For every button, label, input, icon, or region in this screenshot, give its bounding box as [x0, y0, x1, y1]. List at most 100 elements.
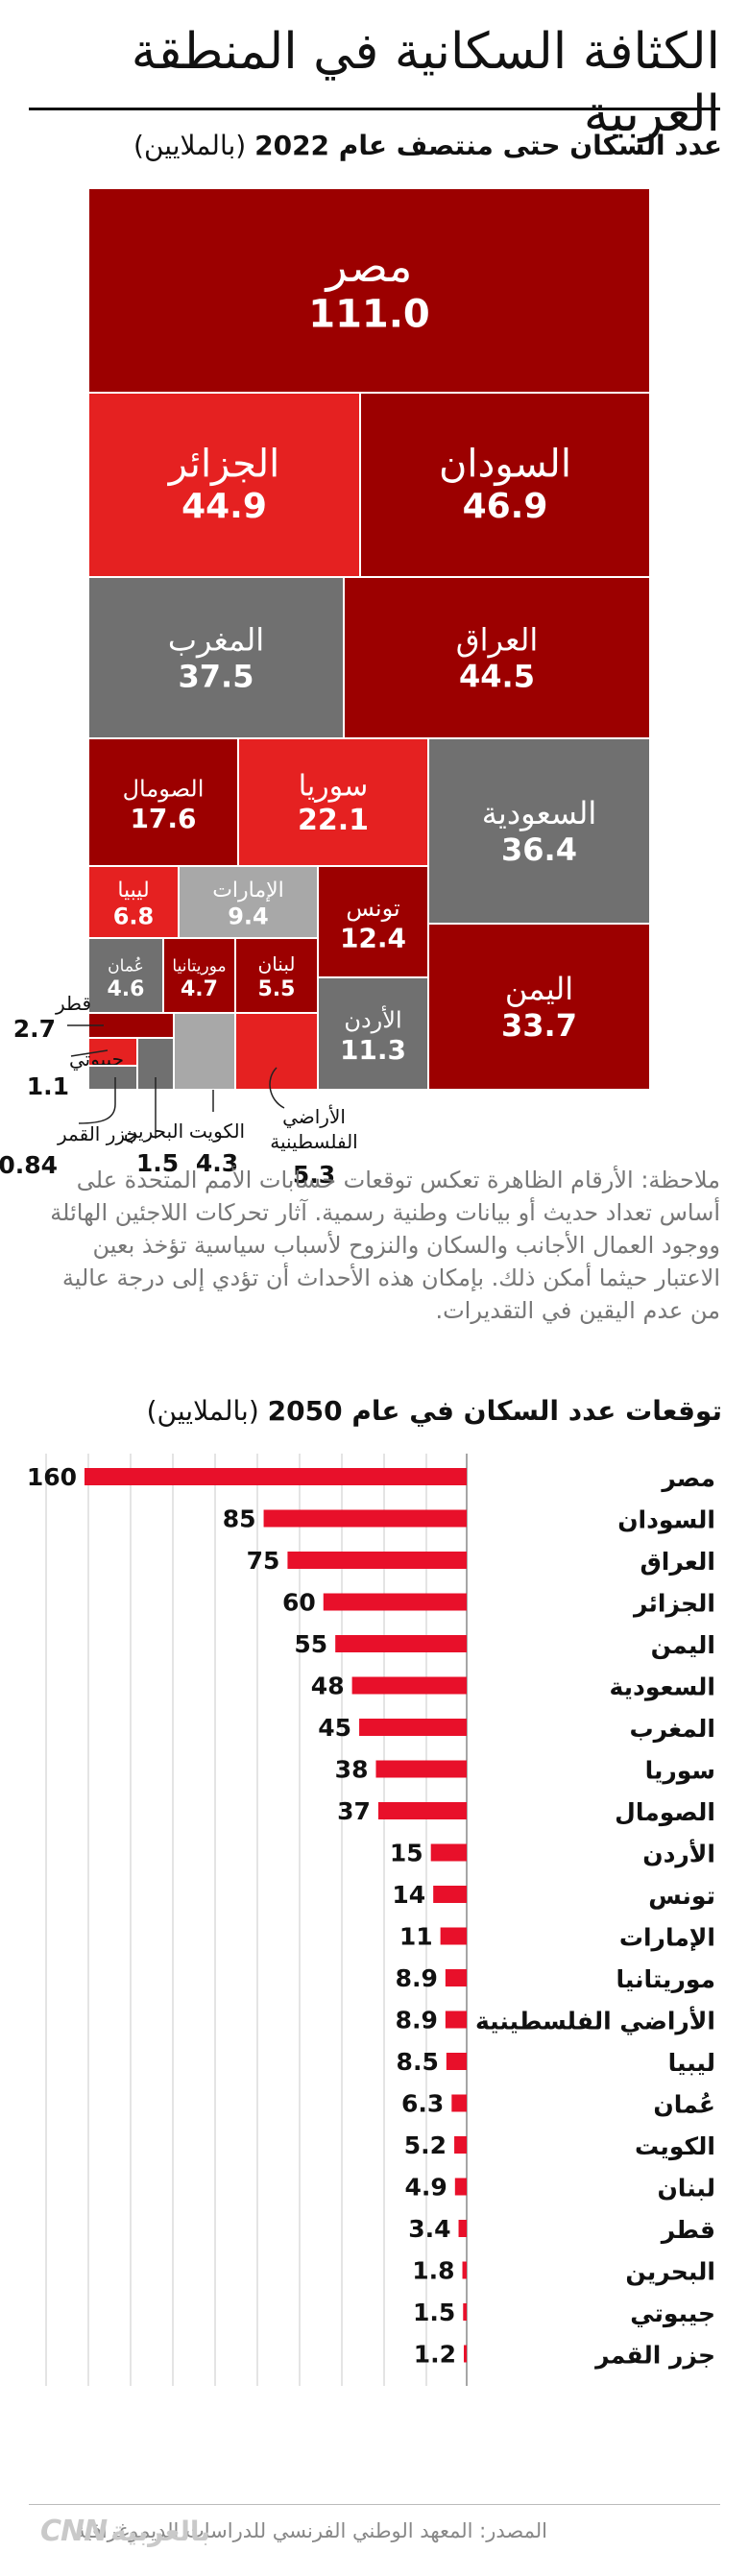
bar-value-label: 1.2 [414, 2341, 456, 2369]
projection-bar-chart: 160 مصر 85 السودان 75 العراق 60 الجزائر 55 اليمن 4… [27, 1454, 715, 2386]
bar-category-label: سوريا [645, 1757, 715, 1786]
treemap-label-value: 5.5 [258, 977, 296, 1001]
bar [458, 2220, 467, 2237]
bar-value-label: 48 [311, 1673, 345, 1700]
bar-category-label: اليمن [651, 1631, 715, 1660]
bar-subtitle-unit: (بالملايين) [146, 1395, 259, 1427]
bar-row: 15 الأردن [390, 1840, 715, 1868]
bar-category-label: جزر القمر [593, 2342, 715, 2371]
bar-row: 1.8 البحرين [412, 2257, 715, 2287]
bar-row: 14 تونس [392, 1881, 715, 1911]
bar-value-label: 8.9 [396, 1964, 438, 1992]
note-text: ملاحظة: الأرقام الظاهرة تعكس توقعات حساب… [50, 1167, 720, 1325]
treemap-rect [87, 737, 239, 867]
treemap-subtitle: عدد السكان حتى منتصف عام 2022 (بالملايين… [21, 129, 722, 163]
title-divider [29, 108, 720, 110]
bar [359, 1719, 467, 1736]
treemap-outside-name: الكويت [189, 1119, 245, 1143]
treemap-label-name: الصومال [123, 775, 205, 802]
treemap-outside-value: 4.3 [196, 1149, 238, 1177]
bar [446, 2053, 467, 2070]
treemap-label-value: 36.4 [501, 831, 577, 868]
bar [377, 1802, 467, 1819]
bar-value-label: 45 [318, 1714, 351, 1742]
treemap-label-value: 9.4 [228, 903, 269, 929]
bar-row: 48 السعودية [311, 1673, 715, 1702]
source-text: المصدر: المعهد الوطني الفرنسي للدراسات ا… [75, 2519, 547, 2542]
treemap-label-name: السعودية [482, 795, 596, 831]
treemap-label-value: 4.6 [108, 977, 145, 1001]
bar-value-label: 3.4 [408, 2215, 450, 2243]
treemap-outside-value: 5.3 [293, 1161, 335, 1189]
bar-category-label: العراق [640, 1548, 715, 1577]
treemap-label-value: 33.7 [501, 1007, 577, 1044]
treemap-outside-value: 1.5 [136, 1149, 179, 1177]
bar-row: 37 الصومال [337, 1797, 715, 1827]
bar-row: 85 السودان [223, 1505, 715, 1535]
bar-row: 8.9 موريتانيا [396, 1964, 715, 1994]
treemap-label-name: الإمارات [212, 879, 284, 903]
bar-row: 1.5 جيبوتي [413, 2299, 715, 2328]
bar-row: 3.4 قطر [408, 2215, 715, 2245]
bar-category-label: السعودية [609, 1673, 715, 1702]
bar-value-label: 5.2 [404, 2131, 447, 2159]
bar [430, 1843, 467, 1862]
bar [263, 1509, 467, 1528]
treemap-label-value: 111.0 [308, 293, 430, 337]
bar [85, 1468, 467, 1485]
treemap-label-name: المغرب [168, 622, 264, 659]
bar-category-label: جيبوتي [630, 2299, 715, 2328]
treemap-rect [178, 865, 319, 939]
bar-subtitle-bold: توقعات عدد السكان في عام 2050 [267, 1395, 722, 1427]
bar-value-label: 4.9 [405, 2174, 447, 2202]
treemap-label-value: 11.3 [340, 1034, 406, 1066]
footer-divider [29, 2504, 720, 2505]
treemap-rect [234, 937, 319, 1014]
bar [454, 2136, 467, 2154]
bar-value-label: 85 [223, 1505, 256, 1533]
treemap-label-name: الجزائر [167, 443, 280, 487]
bar [351, 1676, 467, 1695]
treemap-rect [87, 576, 345, 739]
bar-value-label: 6.3 [401, 2090, 444, 2118]
treemap-cell: البحرين 1.5 [124, 1037, 183, 1177]
treemap-outside-name: الأراضي [282, 1105, 346, 1129]
treemap-rect [317, 976, 429, 1091]
bar-row: 6.3 عُمان [401, 2090, 715, 2119]
bar [323, 1593, 467, 1611]
bar-row: 60 الجزائر [282, 1589, 715, 1619]
page-title: الكثافة السكانية في المنطقة العربية [131, 23, 720, 143]
treemap-outside-name: قطر [55, 992, 91, 1015]
bar-row: 8.5 ليبيا [397, 2048, 715, 2077]
treemap-label-name: اليمن [505, 971, 573, 1007]
bar-value-label: 14 [392, 1881, 425, 1909]
bar-category-label: الصومال [615, 1798, 715, 1827]
bar [445, 2010, 467, 2029]
bar [454, 2178, 467, 2196]
bar-row: 4.9 لبنان [405, 2174, 715, 2203]
bar [445, 1969, 467, 1986]
bar-category-label: عُمان [653, 2091, 715, 2119]
treemap-label-value: 44.9 [181, 487, 267, 526]
treemap-label-value: 44.5 [459, 658, 535, 694]
treemap-outside-name: جزر القمر [57, 1122, 138, 1145]
treemap-label-value: 46.9 [463, 487, 548, 526]
treemap-outside-name: البحرين [124, 1119, 183, 1143]
bar-value-label: 8.5 [397, 2048, 439, 2076]
bar-category-label: الإمارات [619, 1924, 715, 1952]
bar-chart-subtitle: توقعات عدد السكان في عام 2050 (بالملايين… [21, 1394, 722, 1429]
treemap-rect [87, 1065, 138, 1091]
bar-row: 1.2 جزر القمر [414, 2341, 715, 2371]
treemap-label-name: مصر [325, 240, 413, 293]
bar [463, 2303, 467, 2321]
bar-value-label: 15 [390, 1840, 423, 1867]
treemap-label-name: تونس [346, 895, 399, 922]
bar-category-label: قطر [660, 2216, 715, 2245]
